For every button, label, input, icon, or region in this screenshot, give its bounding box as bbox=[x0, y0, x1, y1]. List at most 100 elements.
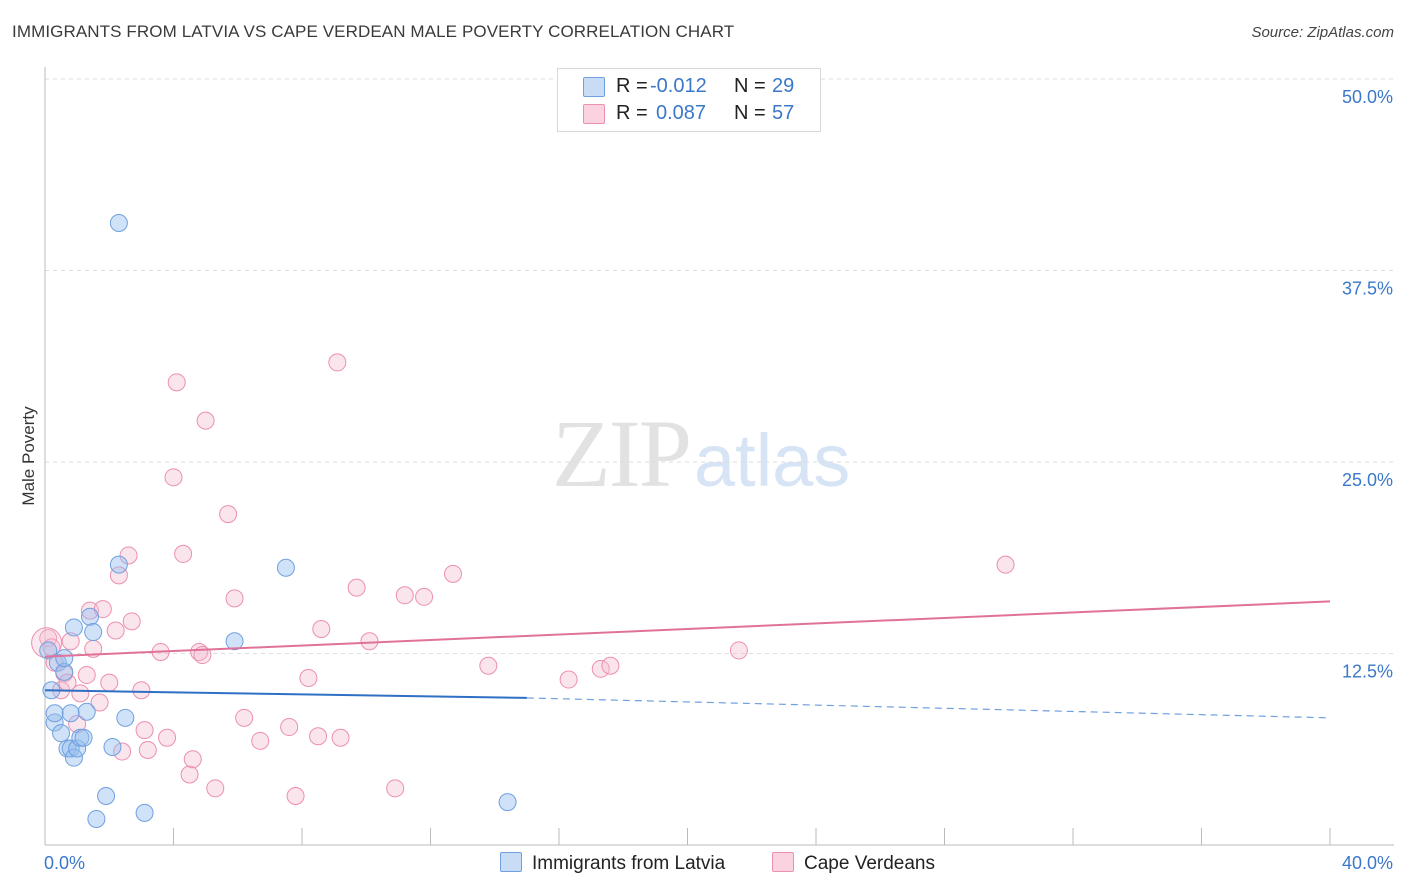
y-tick-label: 37.5% bbox=[1342, 279, 1393, 299]
cape-verdean-point bbox=[386, 779, 405, 798]
latvia-point bbox=[45, 704, 64, 723]
cape-verdean-point bbox=[219, 505, 238, 524]
cape-verdean-point bbox=[61, 632, 80, 651]
cape-verdean-point bbox=[90, 693, 109, 712]
y-axis-label: Male Poverty bbox=[19, 406, 38, 506]
cape-verdean-point bbox=[71, 684, 90, 703]
bottom-legend-swatch-latvia bbox=[500, 852, 522, 872]
latvia-point bbox=[64, 618, 83, 637]
cape-verdean-point bbox=[280, 718, 299, 737]
latvia-point bbox=[225, 632, 244, 651]
cape-verdean-point bbox=[443, 564, 462, 583]
cape-verdean-point bbox=[601, 656, 620, 675]
cape-verdean-point bbox=[77, 665, 96, 684]
cape-verdean-point bbox=[190, 642, 209, 661]
latvia-point bbox=[97, 786, 116, 805]
latvia-point bbox=[116, 708, 135, 727]
legend-n-label: N = bbox=[734, 102, 766, 124]
latvia-point bbox=[276, 558, 295, 577]
cape-verdean-point bbox=[360, 632, 379, 651]
latvia-points bbox=[39, 214, 517, 828]
cape-verdean-point bbox=[80, 601, 99, 620]
legend-swatch-latvia bbox=[583, 77, 605, 97]
cape-verdean-point bbox=[591, 659, 610, 678]
cape-verdean-point bbox=[996, 555, 1015, 574]
cape-verdean-point bbox=[132, 681, 151, 700]
legend-r-value: 0.087 bbox=[656, 102, 707, 124]
cape-verdean-point bbox=[174, 544, 193, 563]
cape-verdean-point bbox=[180, 765, 199, 784]
gridlines bbox=[45, 78, 1394, 654]
bottom-legend-label-cape-verdeans: Cape Verdeans bbox=[804, 853, 935, 874]
cape-verdean-point bbox=[479, 656, 498, 675]
watermark-atlas: atlas bbox=[694, 419, 851, 502]
cape-verdean-point bbox=[106, 621, 125, 640]
chart-title: IMMIGRANTS FROM LATVIA VS CAPE VERDEAN M… bbox=[12, 22, 735, 41]
latvia-point bbox=[48, 653, 67, 672]
cape-verdean-point bbox=[113, 742, 132, 761]
cape-verdean-point bbox=[331, 728, 350, 747]
y-tick-label: 25.0% bbox=[1342, 470, 1393, 490]
latvia-point bbox=[52, 724, 71, 743]
cape-verdean-point bbox=[729, 641, 748, 660]
cape-verdean-point bbox=[415, 587, 434, 606]
source-attribution: Source: ZipAtlas.com bbox=[1251, 24, 1394, 41]
watermark-zip: ZIP bbox=[552, 400, 692, 507]
latvia-point bbox=[55, 662, 74, 681]
legend-swatch-cape-verdeans bbox=[583, 104, 605, 124]
y-tick-label: 50.0% bbox=[1342, 87, 1393, 107]
cape-verdean-point bbox=[167, 373, 186, 392]
legend-r-label: R = bbox=[616, 75, 648, 97]
x-tick-label: 0.0% bbox=[44, 853, 85, 873]
cape-verdean-point bbox=[225, 589, 244, 608]
cape-verdean-point bbox=[347, 578, 366, 597]
cape-verdean-point bbox=[135, 721, 154, 740]
legend-r-label: R = bbox=[616, 102, 648, 124]
cape-verdean-point bbox=[559, 670, 578, 689]
bottom-legend-label-latvia: Immigrants from Latvia bbox=[532, 853, 726, 874]
cape-verdean-point bbox=[312, 619, 331, 638]
cape-verdean-point bbox=[286, 786, 305, 805]
cape-verdeans-points bbox=[31, 353, 1015, 805]
latvia-trend-extension bbox=[526, 697, 1331, 719]
correlation-legend: R = -0.012 N = 29 R = 0.087 N = 57 bbox=[557, 68, 821, 132]
zipatlas-watermark: ZIPatlas bbox=[552, 398, 850, 509]
cape-verdean-point bbox=[138, 741, 157, 760]
legend-n-value: 57 bbox=[772, 102, 795, 124]
latvia-point bbox=[61, 704, 80, 723]
cape-verdean-point bbox=[196, 411, 215, 430]
cape-verdean-point bbox=[251, 731, 270, 750]
cape-verdeans-trend-line bbox=[44, 600, 1331, 658]
cape-verdean-point bbox=[158, 728, 177, 747]
latvia-point bbox=[87, 809, 106, 828]
latvia-point bbox=[135, 803, 154, 822]
latvia-point bbox=[84, 623, 103, 642]
latvia-point bbox=[39, 641, 58, 660]
trend-lines bbox=[44, 600, 1331, 719]
cape-verdean-point bbox=[164, 468, 183, 487]
cape-verdean-point bbox=[100, 673, 119, 692]
legend-n-label: N = bbox=[734, 75, 766, 97]
cape-verdean-point bbox=[328, 353, 347, 372]
latvia-point bbox=[498, 793, 517, 812]
cape-verdean-point bbox=[235, 708, 254, 727]
cape-verdean-point bbox=[122, 612, 141, 631]
latvia-point bbox=[45, 713, 64, 732]
latvia-point bbox=[109, 555, 128, 574]
cape-verdean-point bbox=[299, 669, 318, 688]
axes bbox=[44, 67, 1394, 846]
latvia-point bbox=[103, 737, 122, 756]
cape-verdean-point bbox=[183, 750, 202, 769]
cape-verdean-point bbox=[109, 566, 128, 585]
x-tick-label: 40.0% bbox=[1342, 853, 1393, 873]
latvia-trend-line bbox=[44, 689, 527, 699]
bottom-legend-swatch-cape-verdeans bbox=[772, 852, 794, 872]
bottom-legend-latvia: Immigrants from Latvia bbox=[500, 852, 725, 875]
cape-verdean-point bbox=[395, 586, 414, 605]
tick-labels: 12.5% 25.0% 37.5% 50.0% 0.0% 40.0% bbox=[44, 87, 1393, 873]
latvia-point bbox=[80, 607, 99, 626]
legend-n-value: 29 bbox=[772, 75, 795, 97]
bottom-legend-cape-verdeans: Cape Verdeans bbox=[772, 852, 935, 875]
cape-verdean-point bbox=[31, 627, 63, 659]
legend-r-value: -0.012 bbox=[650, 75, 707, 97]
